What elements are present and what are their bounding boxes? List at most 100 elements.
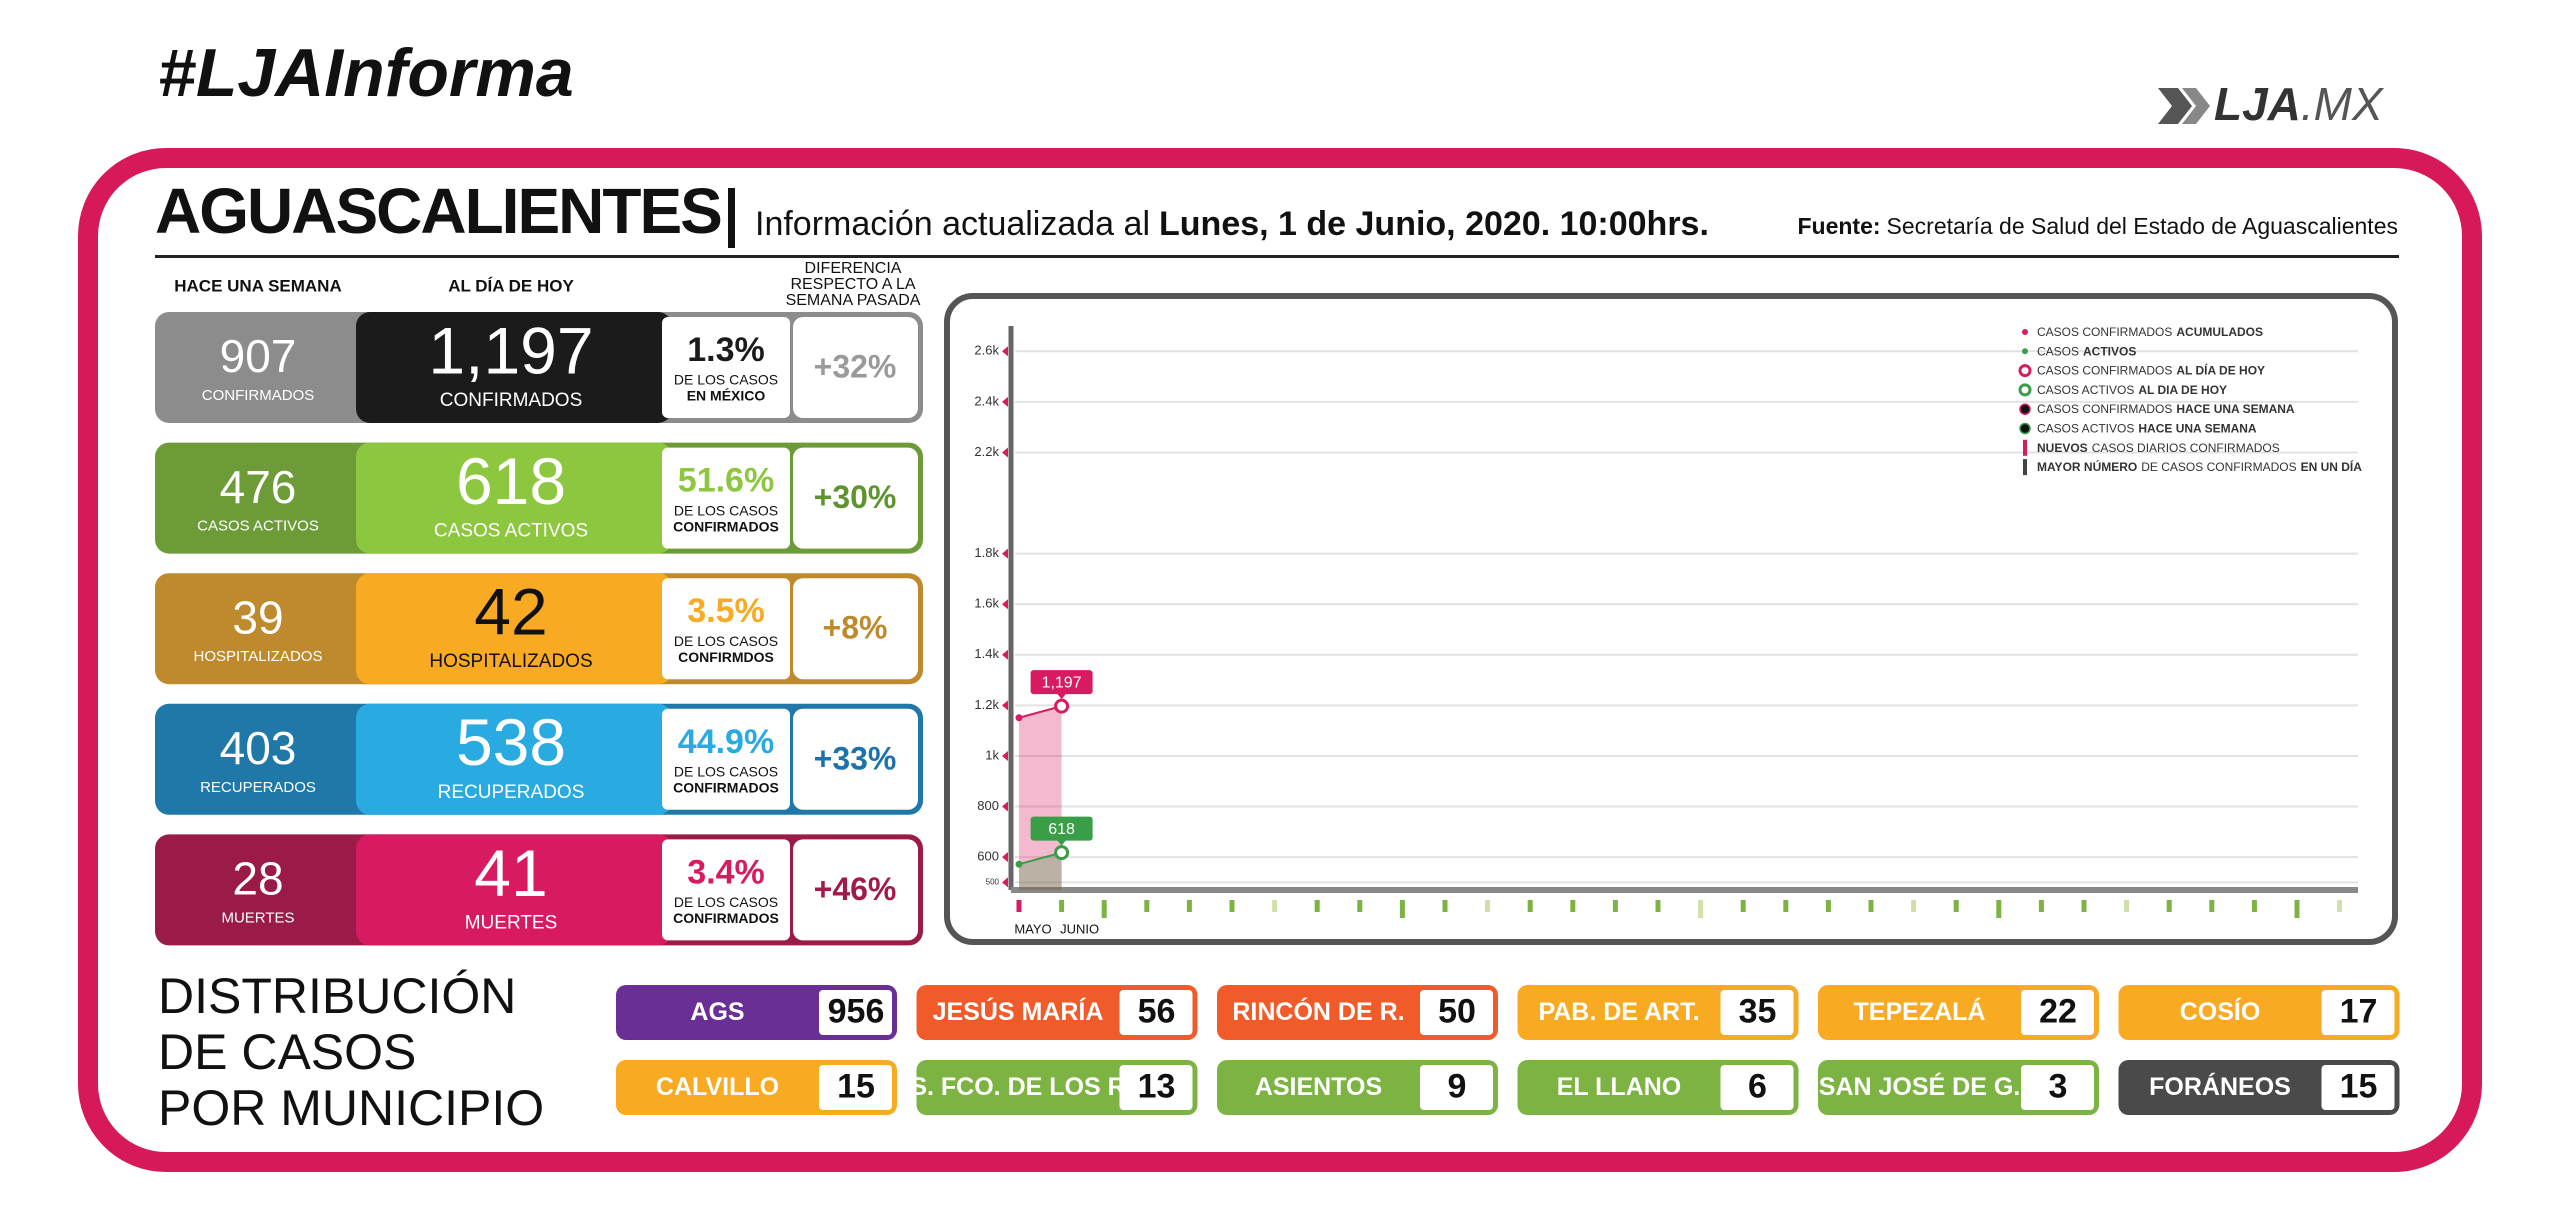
- change-value: +8%: [823, 610, 888, 646]
- x-tick: [1783, 900, 1789, 912]
- share-note: CONFIRMADOS: [673, 518, 779, 534]
- y-tick-label: 800: [977, 798, 999, 813]
- update-date: Lunes, 1 de Junio, 2020. 10:00hrs.: [1159, 205, 1709, 243]
- share-box: [662, 578, 790, 680]
- municipality-name: TEPEZALÁ: [1854, 997, 1986, 1026]
- share-box: [662, 839, 790, 941]
- logo-bold: LJA: [2214, 78, 2301, 130]
- y-tick: [1002, 700, 1008, 711]
- share-value: 3.5%: [687, 592, 765, 630]
- x-tick: [1144, 900, 1150, 912]
- municipality-count: 22: [2039, 992, 2077, 1030]
- legend-label: CASOS CONFIRMADOS AL DÍA DE HOY: [2037, 363, 2265, 378]
- municipality: PAB. DE ART. 35: [1517, 985, 1799, 1040]
- municipality-name: FORÁNEOS: [2149, 1072, 2291, 1101]
- legend-item: NUEVOS CASOS DIARIOS CONFIRMADOS: [2023, 439, 2280, 456]
- value-label: 1,197: [1042, 674, 1082, 691]
- legend-label: CASOS CONFIRMADOS ACUMULADOS: [2037, 325, 2263, 339]
- y-tick: [1002, 750, 1008, 761]
- change-box: [793, 839, 918, 941]
- logo-text: LJA.MX: [2214, 78, 2385, 130]
- value-label-box: [1030, 670, 1093, 695]
- municipality-name: AGS: [690, 998, 744, 1026]
- share-value: 44.9%: [678, 723, 774, 761]
- title-rule: [155, 255, 2399, 258]
- column-header: HACE UNA SEMANA: [174, 276, 342, 295]
- share-box: [662, 708, 790, 810]
- municipality-count-box: [2021, 1065, 2094, 1110]
- legend-item: CASOS CONFIRMADOS AL DÍA DE HOY: [2018, 363, 2265, 378]
- logo-chevron: [2158, 88, 2192, 124]
- legend-text: NUEVOS: [2037, 441, 2088, 455]
- week-value: 28: [232, 853, 283, 905]
- x-tick: [1272, 900, 1278, 912]
- municipality-count: 15: [2340, 1067, 2378, 1105]
- x-tick: [2251, 900, 2257, 912]
- logo-chevron: [2182, 88, 2210, 124]
- x-tick: [1101, 900, 1107, 918]
- column-header: DIFERENCIA: [805, 260, 902, 277]
- today-value: 618: [456, 444, 566, 518]
- x-tick: [2038, 900, 2044, 912]
- municipality-count: 3: [2049, 1067, 2068, 1105]
- legend-item: CASOS CONFIRMADOS ACUMULADOS: [2022, 325, 2263, 339]
- x-tick: [1953, 900, 1959, 912]
- municipality-count-box: [1119, 1065, 1193, 1110]
- y-tick: [1002, 599, 1008, 610]
- x-tick: [1527, 900, 1533, 912]
- title: AGUASCALIENTES: [155, 175, 721, 247]
- x-tick: [1485, 900, 1491, 912]
- x-tick: [2337, 900, 2343, 912]
- share-value: 51.6%: [678, 462, 774, 500]
- municipality: SAN JOSÉ DE G. 3: [1818, 1060, 2099, 1115]
- x-tick: [1825, 900, 1831, 912]
- logo: LJA.MX: [2158, 78, 2385, 130]
- municipality-name: RINCÓN DE R.: [1232, 996, 1404, 1026]
- change-value: +32%: [814, 348, 897, 384]
- share-note: EN MÉXICO: [687, 388, 766, 404]
- municipality-name: PAB. DE ART.: [1538, 998, 1699, 1026]
- legend-marker: [2019, 422, 2031, 435]
- change-box: [793, 578, 918, 680]
- municipality-name: ASIENTOS: [1255, 1073, 1382, 1101]
- change-value: +46%: [814, 871, 897, 907]
- municipality-count: 956: [828, 992, 885, 1030]
- municipality-count: 50: [1438, 992, 1476, 1030]
- hashtag: #LJAInforma: [158, 35, 574, 111]
- municipality-count: 35: [1739, 992, 1777, 1030]
- share-note: DE LOS CASOS: [674, 633, 778, 649]
- x-tick: [1911, 900, 1917, 912]
- y-tick-label: 500: [986, 878, 1000, 887]
- y-tick-label: 600: [977, 849, 999, 864]
- x-tick: [1059, 900, 1065, 912]
- update-text: Información actualizada al Lunes, 1 de Ju…: [755, 205, 1709, 243]
- legend-text: EN UN DÍA: [2301, 459, 2363, 474]
- share-box: [662, 447, 790, 549]
- today-value: 41: [474, 836, 547, 910]
- legend-item: CASOS ACTIVOS: [2022, 344, 2136, 358]
- legend-marker: [2019, 403, 2031, 415]
- series-area: [1019, 706, 1062, 890]
- municipality-count-box: [1720, 990, 1794, 1035]
- y-tick-label: 1.6k: [974, 596, 999, 611]
- legend-text: HACE UNA SEMANA: [2138, 422, 2257, 436]
- legend-text: MAYOR NÚMERO: [2037, 459, 2137, 474]
- municipality-count-box: [1420, 1065, 1493, 1110]
- municipality-name: EL LLANO: [1557, 1073, 1682, 1101]
- municipality: EL LLANO 6: [1517, 1060, 1799, 1115]
- today-label: CASOS ACTIVOS: [434, 521, 588, 542]
- municipality: FORÁNEOS 15: [2118, 1060, 2400, 1115]
- update-prefix: Información actualizada al: [755, 205, 1150, 243]
- legend-text: CASOS DIARIOS CONFIRMADOS: [2092, 441, 2280, 455]
- column-header: SEMANA PASADA: [786, 292, 921, 309]
- x-tick: [1612, 900, 1618, 912]
- legend-label: CASOS ACTIVOS AL DIA DE HOY: [2037, 383, 2227, 397]
- x-tick: [1868, 900, 1874, 912]
- legend-label: CASOS CONFIRMADOS HACE UNA SEMANA: [2037, 402, 2295, 416]
- municipality-count-box: [2021, 990, 2094, 1035]
- municipality: CALVILLO 15: [616, 1060, 897, 1115]
- today-box: [356, 703, 672, 815]
